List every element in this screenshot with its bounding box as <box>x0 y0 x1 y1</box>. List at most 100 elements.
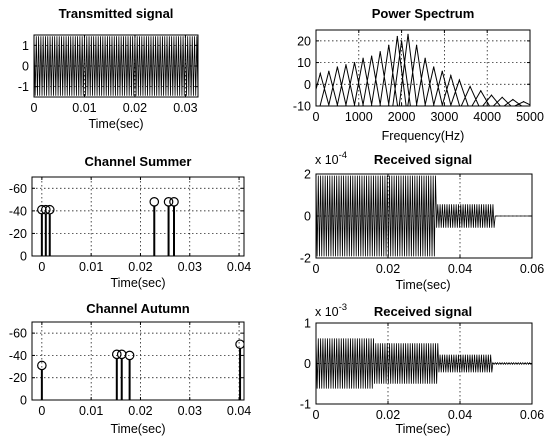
spectrum-peak <box>501 96 503 98</box>
x-tick-label: 0.02 <box>128 404 152 418</box>
plot-frame <box>31 176 245 257</box>
x-tick-label: 0 <box>313 110 320 124</box>
y-tick-label: 10 <box>297 56 311 70</box>
x-tick-label: 0.04 <box>448 408 472 422</box>
x-tick-label: 0.02 <box>128 260 152 274</box>
panel-received-signal-autumn: x 10-3 Received signal 0 0.02 0.04 0.0610-1… <box>300 302 544 436</box>
signal-trace <box>34 36 198 96</box>
x-tick-label: 0.01 <box>72 101 96 115</box>
y-tick-label: 2 <box>304 168 311 182</box>
x-tick-label: 5000 <box>516 110 544 124</box>
x-tick-label: 0.03 <box>178 260 202 274</box>
spectrum-peak <box>469 85 471 88</box>
spectrum-peak <box>371 55 373 57</box>
panel-received-signal-summer: x 10-4 Received signal 0 0.02 0.04 0.0620-2… <box>300 150 544 292</box>
y-tick-label: 1 <box>22 39 29 53</box>
x-axis-label: Time(sec) <box>110 422 165 436</box>
axis-multiplier: x 10-4 <box>315 150 347 167</box>
panel-title: Channel Autumn <box>86 301 190 316</box>
data-layer <box>34 36 198 96</box>
y-tick-label: -10 <box>293 100 311 114</box>
spectrum-peak <box>362 57 364 59</box>
spectrum-peak <box>396 35 398 38</box>
x-tick-label: 0.04 <box>448 262 472 276</box>
y-tick-label: 0 <box>20 250 27 264</box>
y-tick-label: -20 <box>9 227 27 241</box>
axis-multiplier: x 10-3 <box>315 302 347 319</box>
spectrum-peak <box>433 66 435 68</box>
x-tick-label: 0.02 <box>123 101 147 115</box>
plot-frame <box>31 321 245 401</box>
y-tick-label: 0 <box>304 78 311 92</box>
signal-trace <box>316 175 532 257</box>
y-tick-label: -1 <box>300 398 311 412</box>
plot-frame <box>315 29 531 107</box>
y-tick-label: -40 <box>9 204 27 218</box>
spectrum-peak <box>424 57 426 59</box>
x-tick-label: 1000 <box>345 110 373 124</box>
x-axis-label: Time(sec) <box>88 117 143 131</box>
y-tick-label: 0 <box>304 357 311 371</box>
x-axis-label: Frequency(Hz) <box>382 129 465 143</box>
spectrum-peak <box>336 66 338 68</box>
x-axis-label: Time(sec) <box>395 278 450 292</box>
stem-marker <box>169 197 179 207</box>
x-tick-label: 0 <box>31 101 38 115</box>
x-tick-label: 0 <box>313 408 320 422</box>
spectrum-peak <box>353 61 356 64</box>
spectrum-peak <box>512 98 514 101</box>
spectrum-peak <box>345 64 347 66</box>
x-tick-label: 0.02 <box>376 408 400 422</box>
stem-marker <box>112 349 122 360</box>
x-tick-label: 0.02 <box>376 262 400 276</box>
panel-channel-summer: Channel Summer 0 0.01 0.02 0.03 0.04 -60 -40 -2… <box>9 154 251 290</box>
data-layer <box>37 339 244 400</box>
spectrum-peak <box>388 44 390 46</box>
spectrum-peak <box>407 33 409 35</box>
spectrum-peak <box>328 70 330 72</box>
y-tick-label: 1 <box>304 317 311 331</box>
panel-title: Received signal <box>374 304 472 319</box>
spectrum-peak <box>319 72 321 75</box>
x-tick-label: 0.04 <box>227 404 251 418</box>
panel-title: Power Spectrum <box>372 6 475 21</box>
spectrum-peak <box>415 44 418 46</box>
stem-marker <box>149 197 160 207</box>
plot-area: 0 0.01 0.02 0.03 0.04 -60 -40 -20 0 <box>9 321 251 418</box>
x-tick-label: 0.01 <box>79 260 103 274</box>
data-layer <box>316 338 532 389</box>
spectrum-peak <box>379 51 381 53</box>
x-tick-label: 4000 <box>473 110 501 124</box>
spectrum-peak <box>522 101 525 103</box>
x-tick-label: 0 <box>38 404 45 418</box>
x-tick-label: 0.01 <box>79 404 103 418</box>
y-tick-label: 0 <box>20 394 27 408</box>
spectrum-peak <box>401 40 403 42</box>
spectrum-peak <box>450 75 452 77</box>
x-tick-label: 0.03 <box>173 101 197 115</box>
y-tick-label: -1 <box>18 80 29 94</box>
y-tick-label: -60 <box>9 182 27 196</box>
x-tick-label: 0.06 <box>520 408 544 422</box>
x-axis-label: Time(sec) <box>395 422 450 436</box>
spectrum-peak <box>458 79 460 81</box>
x-axis-label: Time(sec) <box>110 276 165 290</box>
stem-marker <box>41 204 51 215</box>
x-tick-label: 0.03 <box>178 404 202 418</box>
panel-power-spectrum: Power Spectrum 0 1000 2000 3000 4000 5000 20 10… <box>293 6 544 143</box>
panel-title: Transmitted signal <box>59 6 174 21</box>
x-tick-label: 0 <box>38 260 45 274</box>
x-tick-label: 2000 <box>388 110 416 124</box>
y-tick-label: -2 <box>300 252 311 266</box>
plot-area: 0 0.01 0.02 0.03 0.04 -60 -40 -20 0 <box>9 176 251 274</box>
spectrum-peak <box>441 70 443 72</box>
panel-channel-autumn: Channel Autumn 0 0.01 0.02 0.03 0.04 -60 -40 -2… <box>9 301 251 436</box>
stem-marker <box>235 339 244 350</box>
stem-marker <box>163 197 174 207</box>
data-layer <box>316 33 530 106</box>
